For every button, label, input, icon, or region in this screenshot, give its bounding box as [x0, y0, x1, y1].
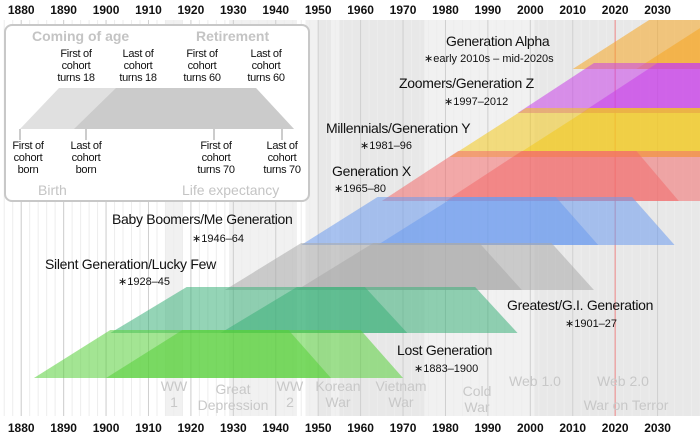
year-tick-bottom-1930: 1930 [220, 421, 247, 435]
legend-diagram [19, 88, 294, 140]
year-tick-bottom-1900: 1900 [93, 421, 120, 435]
year-tick-bottom-1950: 1950 [305, 421, 332, 435]
legend-last-born: Last of cohort born [70, 140, 102, 176]
year-tick-top-1980: 1980 [432, 3, 459, 17]
generation-core-6 [220, 287, 408, 333]
boomers-range: ∗1946–64 [192, 233, 245, 245]
greatest-name: Greatest/G.I. Generation [507, 297, 654, 313]
legend-trapezoid-dark [74, 88, 294, 129]
legend-box: Coming of age Retirement First of cohort… [4, 24, 310, 202]
generation-core-7 [106, 330, 331, 378]
gen-y-range: ∗1981–96 [360, 140, 413, 152]
event-web1: Web 1.0 [509, 373, 561, 389]
generation-core-5 [296, 243, 522, 290]
generation-core-1 [581, 63, 700, 113]
boomers-name: Baby Boomers/Me Generation [112, 211, 293, 227]
year-tick-top-2010: 2010 [559, 3, 586, 17]
silent-range: ∗1928–45 [118, 276, 171, 288]
legend-first-turns-70: First of cohort turns 70 [197, 140, 235, 176]
year-tick-top-1940: 1940 [262, 3, 289, 17]
year-tick-top-1880: 1880 [8, 3, 35, 17]
legend-last-turns-70: Last of cohort turns 70 [263, 140, 301, 176]
event-korean-war: Korean War [315, 378, 361, 410]
generation-core-3 [445, 151, 679, 201]
year-tick-bottom-1980: 1980 [432, 421, 459, 435]
year-tick-top-2020: 2020 [602, 3, 629, 17]
year-tick-top-2030: 2030 [644, 3, 671, 17]
year-tick-bottom-2010: 2010 [559, 421, 586, 435]
year-tick-top-1910: 1910 [135, 3, 162, 17]
legend-first-turns-60: First of cohort turns 60 [183, 48, 221, 84]
gen-z-name: Zoomers/Generation Z [399, 75, 534, 91]
year-tick-bottom-1970: 1970 [390, 421, 417, 435]
year-tick-bottom-1920: 1920 [178, 421, 205, 435]
year-tick-top-1930: 1930 [220, 3, 247, 17]
gen-z-range: ∗1997–2012 [444, 96, 509, 108]
year-tick-bottom-2000: 2000 [517, 421, 544, 435]
year-tick-top-1990: 1990 [475, 3, 502, 17]
gen-alpha-name: Generation Alpha [446, 33, 550, 49]
year-tick-top-2000: 2000 [517, 3, 544, 17]
year-tick-bottom-1990: 1990 [475, 421, 502, 435]
year-tick-top-1900: 1900 [93, 3, 120, 17]
legend-last-turns-18: Last of cohort turns 18 [119, 48, 157, 84]
year-tick-bottom-1940: 1940 [262, 421, 289, 435]
year-tick-bottom-1890: 1890 [50, 421, 77, 435]
generation-core-2 [513, 108, 700, 157]
legend-birth: Birth [38, 182, 67, 198]
legend-retirement: Retirement [196, 28, 270, 44]
year-tick-bottom-1960: 1960 [347, 421, 374, 435]
legend-last-turns-60: Last of cohort turns 60 [247, 48, 285, 84]
year-tick-top-1950: 1950 [305, 3, 332, 17]
event-cold-war: Cold War [462, 383, 492, 415]
event-web2: Web 2.0 [597, 373, 649, 389]
legend-coming-of-age: Coming of age [32, 28, 130, 44]
generation-core-0 [636, 28, 700, 69]
gen-x-range: ∗1965–80 [334, 183, 387, 195]
event-ww2: WW 2 [276, 378, 304, 410]
year-tick-top-1970: 1970 [390, 3, 417, 17]
event-war-on-terror: War on Terror [583, 397, 669, 413]
year-tick-bottom-2030: 2030 [644, 421, 671, 435]
silent-name: Silent Generation/Lucky Few [45, 256, 216, 272]
lost-range: ∗1883–1900 [414, 363, 479, 375]
lost-name: Lost Generation [397, 342, 493, 358]
greatest-range: ∗1901–27 [565, 318, 618, 330]
year-tick-bottom-2020: 2020 [602, 421, 629, 435]
event-ww1: WW 1 [160, 378, 188, 410]
year-tick-top-1890: 1890 [50, 3, 77, 17]
year-tick-bottom-1910: 1910 [135, 421, 162, 435]
legend-life-expectancy: Life expectancy [182, 182, 280, 198]
year-tick-bottom-1880: 1880 [8, 421, 35, 435]
legend-first-turns-18: First of cohort turns 18 [57, 48, 95, 84]
gen-alpha-range: ∗early 2010s – mid-2020s [424, 53, 554, 65]
generation-core-4 [377, 197, 599, 245]
year-tick-top-1960: 1960 [347, 3, 374, 17]
event-vietnam-war: Vietnam War [375, 378, 427, 410]
year-tick-top-1920: 1920 [178, 3, 205, 17]
gen-y-name: Millennials/Generation Y [326, 120, 471, 136]
event-great-depression: Great Depression [197, 381, 269, 413]
gen-x-name: Generation X [332, 163, 411, 179]
legend-first-born: First of cohort born [12, 140, 44, 176]
